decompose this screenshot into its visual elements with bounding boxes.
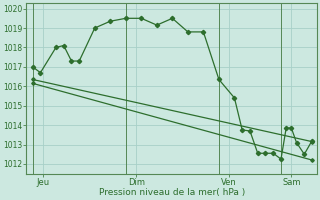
X-axis label: Pression niveau de la mer( hPa ): Pression niveau de la mer( hPa ) — [99, 188, 245, 197]
